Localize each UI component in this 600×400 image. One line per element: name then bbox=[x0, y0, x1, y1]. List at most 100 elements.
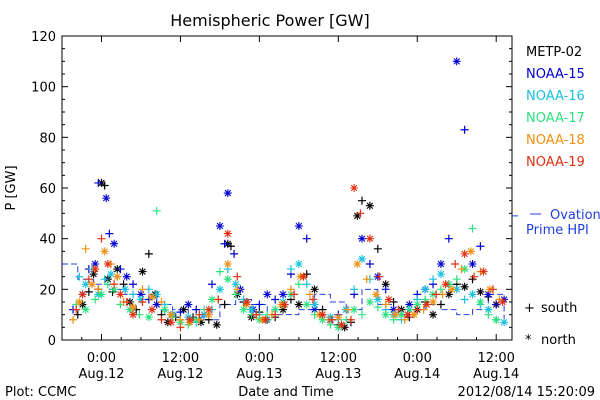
data-point-noaa-15 bbox=[263, 290, 272, 299]
data-point-metp-02 bbox=[84, 287, 93, 296]
plus-mark bbox=[84, 275, 93, 284]
legend-entry-metp-02: METP-02 bbox=[526, 45, 582, 60]
legend: METP-02 NOAA-15 NOAA-16 NOAA-17 NOAA-18 NOAA-… bbox=[526, 45, 585, 170]
star-mark bbox=[365, 201, 374, 210]
data-point-metp-02 bbox=[100, 181, 109, 190]
data-point-noaa-15 bbox=[91, 260, 100, 268]
data-point-metp-02 bbox=[138, 267, 147, 276]
plus-mark bbox=[94, 285, 103, 294]
star-mark bbox=[326, 313, 335, 322]
data-point-noaa-15 bbox=[358, 234, 366, 243]
plus-mark bbox=[214, 295, 223, 304]
data-point-noaa-18 bbox=[233, 285, 242, 294]
star-mark bbox=[204, 305, 213, 314]
star-mark bbox=[372, 290, 381, 299]
data-point-metp-02 bbox=[279, 305, 288, 314]
plus-mark bbox=[176, 315, 185, 324]
data-point-metp-02 bbox=[460, 282, 469, 291]
star-mark bbox=[223, 275, 232, 284]
star-mark bbox=[381, 280, 390, 289]
plus-mark bbox=[152, 206, 161, 215]
data-point-noaa-19 bbox=[309, 295, 318, 304]
star-mark bbox=[421, 285, 430, 294]
x-tick-label-time: 12:00 bbox=[320, 351, 357, 366]
y-tick-label: 100 bbox=[31, 81, 56, 96]
data-point-metp-02 bbox=[429, 310, 438, 319]
star-mark bbox=[310, 305, 319, 314]
data-point-noaa-17 bbox=[492, 315, 501, 324]
plus-mark bbox=[119, 280, 128, 289]
star-mark bbox=[500, 318, 509, 327]
data-point-noaa-16 bbox=[286, 265, 295, 274]
data-point-noaa-17 bbox=[358, 310, 366, 319]
plus-mark bbox=[294, 280, 303, 289]
data-point-noaa-17 bbox=[91, 295, 100, 304]
plus-mark bbox=[346, 315, 355, 324]
star-mark bbox=[223, 229, 232, 238]
plus-mark bbox=[436, 300, 445, 309]
data-point-noaa-19 bbox=[122, 298, 131, 306]
data-point-noaa-18 bbox=[286, 285, 295, 294]
data-point-noaa-17 bbox=[484, 310, 493, 319]
data-point-noaa-18 bbox=[113, 272, 122, 281]
data-point-noaa-17 bbox=[208, 295, 216, 304]
star-mark bbox=[310, 285, 319, 294]
data-point-noaa-19 bbox=[441, 280, 450, 289]
plus-mark bbox=[305, 290, 314, 299]
plus-mark bbox=[255, 300, 264, 309]
plus-mark bbox=[233, 272, 242, 281]
data-point-noaa-19 bbox=[328, 315, 336, 324]
data-point-noaa-15 bbox=[136, 290, 145, 299]
y-tick-label: 120 bbox=[31, 30, 56, 45]
data-point-noaa-19 bbox=[460, 249, 469, 258]
star-mark bbox=[97, 290, 106, 299]
data-point-noaa-15 bbox=[484, 290, 493, 299]
x-tick-label-time: 0:00 bbox=[87, 351, 116, 366]
plus-mark bbox=[230, 249, 239, 258]
star-mark bbox=[200, 310, 209, 319]
plus-mark bbox=[381, 285, 390, 294]
star-mark bbox=[403, 310, 412, 319]
data-point-noaa-15 bbox=[476, 242, 485, 251]
data-point-noaa-17 bbox=[381, 310, 390, 319]
star-mark bbox=[358, 254, 366, 263]
legend-entry-noaa-18: NOAA-18 bbox=[526, 133, 585, 148]
star-mark bbox=[429, 298, 438, 306]
data-point-noaa-15 bbox=[110, 239, 119, 248]
data-point-noaa-19 bbox=[223, 229, 232, 238]
plus-mark bbox=[271, 295, 280, 304]
plus-mark bbox=[373, 303, 382, 312]
data-point-noaa-15 bbox=[102, 194, 111, 203]
star-mark bbox=[353, 260, 362, 268]
data-point-noaa-16 bbox=[136, 295, 145, 304]
plot-area: 0204060801001200:00Aug.1212:00Aug.120:00… bbox=[31, 30, 519, 382]
data-point-noaa-19 bbox=[498, 298, 507, 306]
star-mark bbox=[91, 265, 100, 274]
data-point-noaa-16 bbox=[421, 285, 430, 294]
star-mark bbox=[100, 247, 109, 256]
star-mark bbox=[138, 267, 147, 276]
data-point-noaa-15 bbox=[452, 57, 461, 66]
star-mark bbox=[106, 270, 115, 279]
star-mark bbox=[148, 305, 156, 314]
star-mark bbox=[429, 310, 438, 319]
star-mark bbox=[358, 234, 366, 243]
data-point-noaa-19 bbox=[185, 315, 194, 324]
data-point-noaa-18 bbox=[81, 244, 90, 253]
data-point-noaa-15 bbox=[468, 260, 477, 268]
star-mark bbox=[129, 303, 138, 312]
star-mark bbox=[231, 280, 240, 289]
data-point-noaa-15 bbox=[310, 305, 319, 314]
data-point-noaa-18 bbox=[457, 265, 466, 274]
star-mark bbox=[215, 222, 224, 230]
plus-mark bbox=[75, 272, 84, 281]
data-point-noaa-19 bbox=[350, 184, 359, 192]
star-mark bbox=[179, 305, 188, 314]
data-point-noaa-19 bbox=[384, 295, 393, 304]
ovation-legend-line1: Ovation bbox=[550, 208, 600, 223]
plus-mark bbox=[220, 239, 229, 248]
data-point-noaa-19 bbox=[252, 310, 261, 319]
star-mark bbox=[410, 310, 419, 319]
data-point-noaa-15 bbox=[271, 295, 280, 304]
